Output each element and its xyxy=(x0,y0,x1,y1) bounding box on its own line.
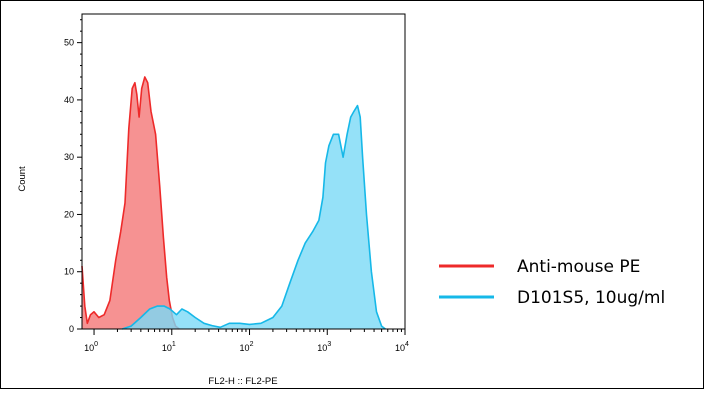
series-area-anti-mouse-pe xyxy=(82,77,180,329)
y-tick-label: 30 xyxy=(64,152,74,162)
y-tick-label: 20 xyxy=(64,209,74,219)
series-line-anti-mouse-pe xyxy=(81,76,180,330)
legend-label-anti-mouse-pe: Anti-mouse PE xyxy=(517,257,640,277)
x-tick-label: 103 xyxy=(317,341,331,353)
series-line-d101s5 xyxy=(121,104,386,330)
y-tick-label: 0 xyxy=(69,324,74,334)
plot-frame xyxy=(81,13,406,330)
y-tick-label: 50 xyxy=(64,38,74,48)
y-tick-label: 40 xyxy=(64,95,74,105)
y-tick-label: 10 xyxy=(64,267,74,277)
x-tick-label: 104 xyxy=(395,341,409,353)
legend: Anti-mouse PE D101S5, 10ug/ml xyxy=(439,257,665,308)
plot-area xyxy=(81,76,386,330)
x-tick-label: 102 xyxy=(240,341,254,353)
y-axis-label: Count xyxy=(17,166,28,192)
x-tick-label: 100 xyxy=(84,341,98,353)
series-area-d101s5 xyxy=(122,105,386,329)
x-axis-label: FL2-H :: FL2-PE xyxy=(208,376,277,387)
axes: 0 10 20 30 40 50 100 101 102 103 104 xyxy=(64,13,409,353)
x-tick-label: 101 xyxy=(162,341,176,353)
legend-label-d101s5: D101S5, 10ug/ml xyxy=(517,288,665,308)
